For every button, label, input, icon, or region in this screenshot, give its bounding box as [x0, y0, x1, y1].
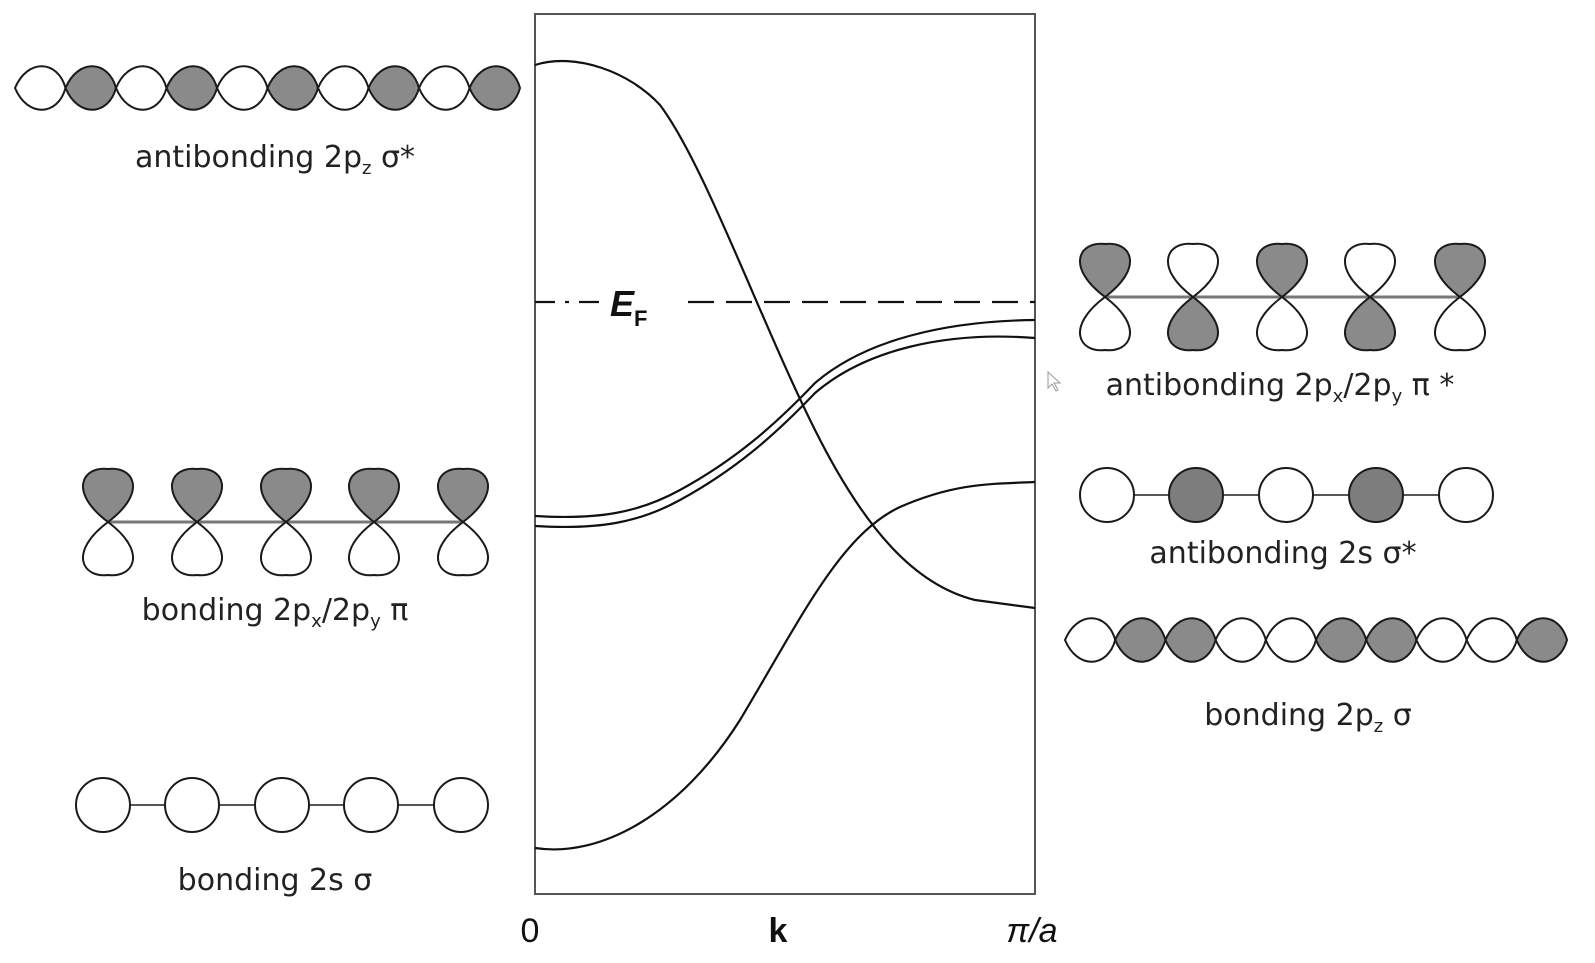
lobe	[1166, 242, 1220, 299]
orbital-labels: antibonding 2pz σ*bonding 2px/2py πbondi…	[135, 140, 1454, 898]
lobe	[1314, 617, 1368, 663]
subscript: y	[1392, 386, 1403, 407]
lobe	[1264, 617, 1318, 663]
band-2pz-antibonding	[534, 59, 1036, 610]
atom	[1258, 467, 1314, 523]
atom	[164, 777, 220, 833]
label-text: antibonding 2p	[135, 140, 362, 175]
label-text: antibonding 2p	[1106, 368, 1333, 403]
x-start-label: 0	[521, 912, 540, 950]
lobe	[1415, 617, 1468, 663]
atom	[343, 777, 399, 833]
fermi-label: EF	[610, 283, 647, 331]
lobe	[417, 65, 471, 111]
atom	[1348, 467, 1404, 523]
orbital-label: bonding 2pz σ	[1204, 698, 1412, 737]
orbital-label: antibonding 2pz σ*	[135, 140, 415, 179]
subscript: z	[362, 158, 371, 179]
band-pi-2	[534, 335, 1036, 529]
label-text: /2p	[1343, 368, 1391, 403]
lobe	[13, 65, 67, 111]
lobe	[114, 65, 168, 111]
lobe	[1515, 617, 1569, 663]
lobe	[1365, 617, 1418, 663]
label-text: antibonding 2s σ*	[1149, 536, 1416, 571]
atom	[254, 777, 310, 833]
lobe	[468, 65, 522, 111]
label-text: bonding 2s σ	[178, 863, 373, 898]
orbital-drawings	[13, 65, 1569, 833]
atom	[1168, 467, 1224, 523]
lobe	[347, 520, 401, 577]
orbital-label: antibonding 2s σ*	[1149, 536, 1416, 571]
atom	[1079, 467, 1135, 523]
label-text: π	[381, 593, 409, 628]
label-text: bonding 2p	[142, 593, 312, 628]
lobe	[1166, 295, 1220, 352]
label-text: π *	[1402, 368, 1454, 403]
lobe	[436, 467, 490, 524]
lobe	[316, 65, 370, 111]
label-text: σ	[1383, 698, 1412, 733]
atom	[75, 777, 131, 833]
orbital-label: bonding 2s σ	[178, 863, 373, 898]
lobe	[1255, 242, 1309, 299]
band-pi-1	[534, 318, 1036, 519]
lobe	[367, 65, 421, 111]
lobe	[347, 467, 401, 524]
x-axis-label: k	[769, 912, 788, 950]
lobe	[1078, 242, 1132, 299]
lobe	[215, 65, 269, 111]
lobe	[259, 520, 313, 577]
fermi-subscript: F	[634, 306, 647, 331]
atom	[433, 777, 489, 833]
lobe	[1343, 295, 1397, 352]
orbital-label: bonding 2px/2py π	[142, 593, 409, 632]
orbital-label: antibonding 2px/2py π *	[1106, 368, 1455, 407]
band-2s-bonding	[534, 480, 1036, 851]
lobe	[1343, 242, 1397, 299]
lobe	[1164, 617, 1217, 663]
subscript: y	[370, 611, 381, 632]
lobe	[1114, 617, 1167, 663]
subscript: z	[1374, 716, 1383, 737]
lobe	[1063, 617, 1117, 663]
cursor	[1047, 370, 1062, 392]
lobe	[81, 520, 135, 577]
atom	[1438, 467, 1494, 523]
fermi-symbol: E	[610, 283, 635, 324]
lobe	[64, 65, 118, 111]
lobe	[165, 65, 219, 111]
label-text: /2p	[322, 593, 370, 628]
lobe	[170, 520, 224, 577]
lobe	[259, 467, 313, 524]
lobe	[1214, 617, 1267, 663]
lobe	[1465, 617, 1518, 663]
subscript: x	[311, 611, 322, 632]
lobe	[1255, 295, 1309, 352]
lobe	[81, 467, 135, 524]
lobe	[1433, 295, 1487, 352]
lobe	[1078, 295, 1132, 352]
lobe	[1433, 242, 1487, 299]
lobe	[266, 65, 320, 111]
x-end-label: π/a	[1006, 912, 1057, 950]
lobe	[436, 520, 490, 577]
label-text: σ*	[371, 140, 415, 175]
subscript: x	[1333, 386, 1344, 407]
lobe	[170, 467, 224, 524]
label-text: bonding 2p	[1204, 698, 1374, 733]
plot-frame	[534, 13, 1036, 895]
